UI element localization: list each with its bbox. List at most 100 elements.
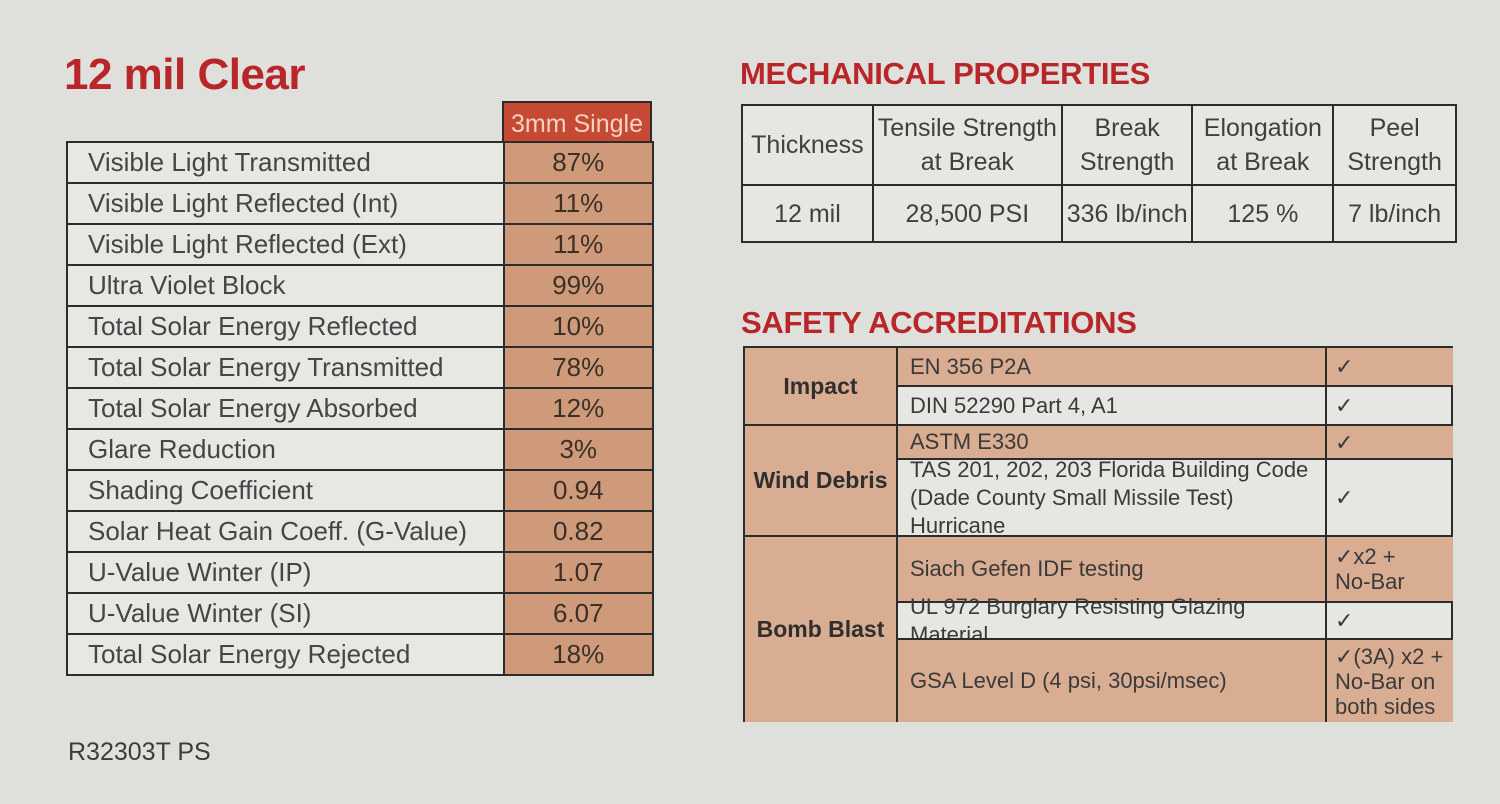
check-mark-icon: both sides [1335, 693, 1436, 719]
safety-row: GSA Level D (4 psi, 30psi/msec) ✓(3A) x2 … [898, 638, 1453, 722]
safety-standard-line: GSA Level D (4 psi, 30psi/msec) [910, 668, 1227, 693]
safety-standard-line: (Dade County Small Missile Test) Hurrica… [910, 484, 1234, 538]
property-value: 87% [502, 141, 654, 184]
property-label: Total Solar Energy Reflected [66, 305, 505, 348]
mechanical-heading: MECHANICAL PROPERTIES [740, 56, 1150, 91]
property-row: Total Solar Energy Transmitted 78% [66, 346, 654, 389]
property-value: 1.07 [502, 551, 654, 594]
property-label: Visible Light Reflected (Int) [66, 182, 505, 225]
mechanical-value-cell: 7 lb/inch [1332, 184, 1457, 243]
safety-standard-line: Siach Gefen IDF testing [910, 556, 1144, 581]
property-row: U-Value Winter (SI) 6.07 [66, 592, 654, 635]
property-label: Shading Coefficient [66, 469, 505, 512]
product-title: 12 mil Clear [64, 50, 306, 99]
safety-row: TAS 201, 202, 203 Florida Building Code(… [898, 457, 1453, 538]
category-bomb-blast: Bomb Blast [745, 535, 898, 722]
property-label: U-Value Winter (SI) [66, 592, 505, 635]
property-row: Solar Heat Gain Coeff. (G-Value) 0.82 [66, 510, 654, 553]
property-value: 12% [502, 387, 654, 430]
property-row: Glare Reduction 3% [66, 428, 654, 471]
property-label: Total Solar Energy Transmitted [66, 346, 505, 389]
safety-check: ✓x2 + No-Bar [1325, 537, 1453, 601]
property-row: Shading Coefficient 0.94 [66, 469, 654, 512]
mechanical-value-cell: 336 lb/inch [1060, 184, 1194, 243]
safety-standard-line: ASTM E330 [910, 429, 1029, 454]
check-mark-icon: ✓ [1335, 608, 1354, 633]
safety-check: ✓ [1325, 348, 1453, 385]
category-wind-debris: Wind Debris [745, 424, 898, 535]
mechanical-header-line: Thickness [751, 131, 864, 159]
check-mark-icon: No-Bar [1335, 569, 1405, 594]
safety-standard: EN 356 P2A [898, 348, 1325, 385]
property-label: Solar Heat Gain Coeff. (G-Value) [66, 510, 505, 553]
mechanical-header-line: Elongation [1203, 114, 1322, 142]
check-mark-icon: ✓(3A) x2 + [1335, 643, 1444, 669]
property-row: Visible Light Transmitted 87% [66, 141, 654, 184]
property-value: 0.82 [502, 510, 654, 553]
mechanical-header-line: Peel [1369, 114, 1420, 142]
property-value: 11% [502, 182, 654, 225]
safety-standard-line: DIN 52290 Part 4, A1 [910, 392, 1118, 418]
safety-standard: UL 972 Burglary Resisting Glazing Materi… [898, 594, 1325, 647]
check-mark-icon: No-Bar on [1335, 668, 1436, 694]
property-row: Total Solar Energy Rejected 18% [66, 633, 654, 676]
mechanical-header-cell: Tensile Strength at Break [871, 104, 1063, 186]
safety-check: ✓ [1325, 460, 1453, 535]
property-label: Ultra Violet Block [66, 264, 505, 307]
property-label: Visible Light Transmitted [66, 141, 505, 184]
property-row: Total Solar Energy Absorbed 12% [66, 387, 654, 430]
safety-standard: Siach Gefen IDF testing [898, 537, 1325, 601]
mechanical-header-cell: Break Strength [1060, 104, 1194, 186]
safety-standard-line: UL 972 Burglary Resisting Glazing Materi… [910, 593, 1246, 647]
property-value: 0.94 [502, 469, 654, 512]
safety-standard-line: TAS 201, 202, 203 Florida Building Code [910, 456, 1309, 482]
safety-standard: TAS 201, 202, 203 Florida Building Code(… [898, 457, 1325, 538]
safety-standard: GSA Level D (4 psi, 30psi/msec) [898, 640, 1325, 722]
property-label: Visible Light Reflected (Ext) [66, 223, 505, 266]
mechanical-value-cell: 12 mil [741, 184, 874, 243]
mechanical-header-cell: Elongation at Break [1191, 104, 1335, 186]
check-mark-icon: ✓ [1335, 393, 1354, 418]
check-mark-icon: ✓ [1335, 485, 1354, 510]
safety-check: ✓ [1325, 387, 1453, 424]
mechanical-table: Thickness Tensile Strength at Break Break St… [741, 104, 1457, 243]
safety-heading: SAFETY ACCREDITATIONS [741, 305, 1137, 340]
safety-check: ✓ [1325, 603, 1453, 638]
safety-row: UL 972 Burglary Resisting Glazing Materi… [898, 594, 1453, 647]
property-value: 18% [502, 633, 654, 676]
safety-row: DIN 52290 Part 4, A1 ✓ [898, 385, 1453, 424]
mechanical-header-line: Break [1094, 114, 1160, 142]
property-row: U-Value Winter (IP) 1.07 [66, 551, 654, 594]
safety-standard: ASTM E330 [898, 426, 1325, 458]
mechanical-value-cell: 28,500 PSI [871, 184, 1063, 243]
mechanical-header-line: Strength [1347, 148, 1442, 176]
category-impact: Impact [745, 348, 898, 424]
property-value: 78% [502, 346, 654, 389]
property-value: 6.07 [502, 592, 654, 635]
mechanical-header-line: Tensile Strength [877, 114, 1057, 142]
properties-table: Visible Light Transmitted 87% Visible Ligh… [66, 141, 654, 676]
property-value: 11% [502, 223, 654, 266]
property-value: 99% [502, 264, 654, 307]
mechanical-header-line: at Break [920, 148, 1014, 176]
safety-row: Siach Gefen IDF testing ✓x2 + No-Bar [898, 535, 1453, 601]
safety-row: EN 356 P2A ✓ [898, 348, 1453, 385]
check-mark-icon: ✓ [1335, 354, 1354, 379]
property-label: Total Solar Energy Absorbed [66, 387, 505, 430]
property-label: Glare Reduction [66, 428, 505, 471]
safety-row: ASTM E330 ✓ [898, 424, 1453, 458]
property-row: Ultra Violet Block 99% [66, 264, 654, 307]
check-mark-icon: ✓ [1335, 429, 1354, 455]
property-row: Total Solar Energy Reflected 10% [66, 305, 654, 348]
safety-table: Impact Wind Debris Bomb Blast EN 356 P2A… [743, 346, 1453, 722]
mechanical-header-cell: Peel Strength [1332, 104, 1457, 186]
mechanical-header-cell: Thickness [741, 104, 874, 186]
property-row: Visible Light Reflected (Ext) 11% [66, 223, 654, 266]
safety-standard: DIN 52290 Part 4, A1 [898, 387, 1325, 424]
property-value: 10% [502, 305, 654, 348]
safety-check: ✓(3A) x2 + No-Bar on both sides [1325, 640, 1453, 722]
column-header: 3mm Single [502, 101, 652, 142]
property-value: 3% [502, 428, 654, 471]
mechanical-header-line: at Break [1216, 148, 1310, 176]
check-mark-icon: ✓x2 + [1335, 544, 1396, 569]
